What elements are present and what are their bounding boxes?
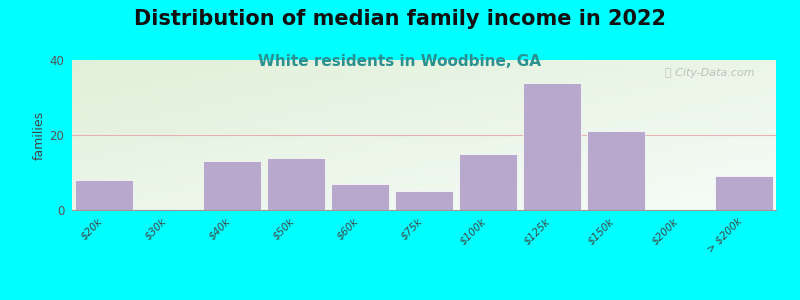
Bar bbox=[266, 158, 326, 210]
Text: Distribution of median family income in 2022: Distribution of median family income in … bbox=[134, 9, 666, 29]
Bar bbox=[330, 184, 390, 210]
Bar bbox=[586, 131, 646, 210]
Bar bbox=[522, 82, 582, 210]
Bar bbox=[74, 180, 134, 210]
Bar bbox=[458, 154, 518, 210]
Text: ⓘ City-Data.com: ⓘ City-Data.com bbox=[666, 68, 755, 77]
Text: White residents in Woodbine, GA: White residents in Woodbine, GA bbox=[258, 54, 542, 69]
Bar bbox=[202, 161, 262, 210]
Y-axis label: families: families bbox=[32, 110, 46, 160]
Bar bbox=[394, 191, 454, 210]
Bar bbox=[714, 176, 774, 210]
